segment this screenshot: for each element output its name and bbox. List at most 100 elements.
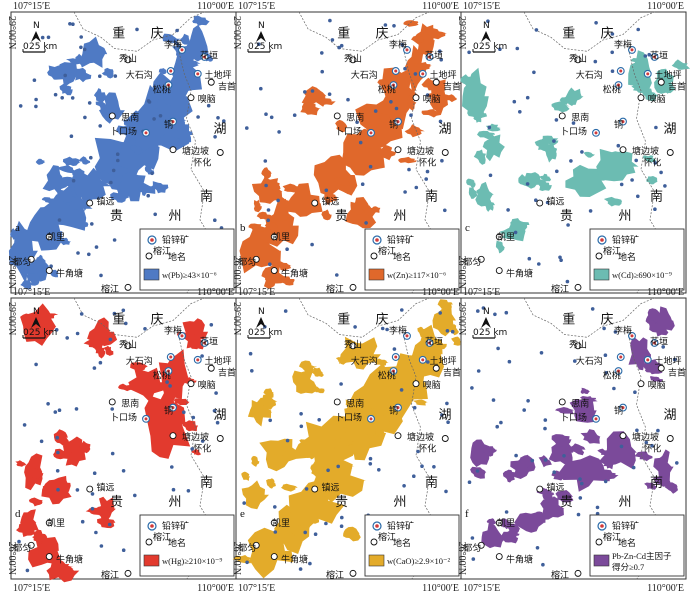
deposit-dot <box>385 327 389 332</box>
deposit-dot <box>25 568 30 573</box>
province-label: 湖 <box>214 408 227 423</box>
deposit-dot <box>82 47 87 52</box>
anomaly-patch <box>288 479 347 528</box>
place-circle-icon <box>187 94 195 102</box>
anomaly-patch <box>664 482 678 494</box>
anomaly-patch <box>565 164 607 197</box>
place-name-songtao: 松桃 <box>603 369 621 381</box>
deposit-dot <box>559 258 563 263</box>
anomaly-patch <box>565 96 576 106</box>
coord-top-right: 110°00′E <box>422 1 459 12</box>
deposit-dot <box>400 43 405 47</box>
province-boundary <box>73 297 205 338</box>
place-name-rongjiang: 榕江 <box>101 569 119 581</box>
deposit-dot <box>190 447 194 451</box>
place-circle-icon <box>124 569 132 577</box>
place-marker-tudiping: 土地坪 <box>643 355 682 367</box>
deposit-symbol-core-icon <box>203 341 206 345</box>
anomaly-patch <box>404 124 425 138</box>
place-marker-tong: 铜 <box>164 403 177 416</box>
place-name-niujiaotang: 牛角塘 <box>281 553 308 565</box>
legend-place-label: 地名 <box>618 251 636 263</box>
deposit-symbol-core-icon <box>396 406 400 410</box>
province-label: 南 <box>425 188 438 204</box>
deposit-dot <box>49 264 53 269</box>
anomaly-patch <box>292 368 319 394</box>
legend-anomaly-label: w(Pb)≥43×10⁻⁶ <box>162 270 217 280</box>
deposit-dot <box>46 35 51 40</box>
deposit-dot <box>471 557 476 561</box>
deposit-dot <box>569 159 573 163</box>
deposit-dot <box>446 420 450 425</box>
deposit-dot <box>34 104 38 109</box>
place-circle-icon <box>574 342 582 350</box>
place-circle-icon <box>207 364 215 372</box>
anomaly-patch <box>596 148 639 182</box>
deposit-dot <box>112 311 117 316</box>
place-name-sinan: 思南 <box>121 111 139 123</box>
place-marker-duyun: 都匀 <box>13 541 35 554</box>
deposit-symbol-core-icon <box>617 83 620 87</box>
legend-anomaly-label: w(Hg)≥210×10⁻⁹ <box>162 556 222 566</box>
anomaly-patch <box>403 20 419 27</box>
place-circle-icon <box>349 342 357 350</box>
deposit-dot <box>443 208 447 213</box>
coord-top-left: 107°15′E <box>238 1 275 12</box>
place-marker-tong: 铜 <box>614 117 627 130</box>
anomaly-patch <box>117 171 156 202</box>
deposit-dot <box>571 121 576 125</box>
anomaly-patch <box>580 387 590 394</box>
deposit-symbol-core-icon <box>394 69 398 73</box>
deposit-dot <box>565 279 570 284</box>
anomaly-patch <box>470 439 490 467</box>
anomaly-patch <box>42 165 69 195</box>
place-marker-jishou: 吉首 <box>432 364 461 378</box>
province-label: 南 <box>650 474 663 490</box>
deposit-dots <box>467 306 679 567</box>
place-name-tangbianpo: 塘边坡 <box>182 145 209 157</box>
place-name-limei: 李梅 <box>614 38 632 50</box>
deposit-dot <box>39 439 44 444</box>
province-label: 庆 <box>376 26 389 41</box>
anomaly-patch <box>33 530 48 543</box>
deposit-dot <box>153 212 157 217</box>
anomaly-patch <box>241 471 250 481</box>
province-label: 南 <box>425 474 438 490</box>
place-marker-dashigou: 大石沟 <box>351 353 400 367</box>
deposit-dot <box>444 489 448 494</box>
coord-top-left: 107°15′E <box>13 1 50 12</box>
place-name-zhenyuan: 镇远 <box>322 196 340 208</box>
anomaly-patch <box>597 448 611 456</box>
anomaly-patch <box>634 62 644 76</box>
place-circle-icon <box>637 94 645 102</box>
deposit-symbol-core-icon <box>369 417 373 421</box>
deposit-symbol-core-icon <box>621 120 625 124</box>
scale-bar: 0 25 km <box>247 42 282 53</box>
deposit-symbol-core-icon <box>169 69 173 73</box>
place-circle-icon <box>252 541 260 549</box>
anomaly-patch <box>374 358 389 366</box>
place-circle-icon <box>124 342 132 350</box>
deposit-dot <box>245 560 249 565</box>
anomaly-patch <box>649 323 669 337</box>
deposit-dot <box>79 45 83 50</box>
place-circle-icon <box>394 146 402 154</box>
deposit-dot <box>94 530 98 535</box>
place-marker-niujiaotang: 牛角塘 <box>270 267 308 279</box>
anomaly-patch <box>249 407 273 417</box>
deposit-dot <box>635 428 639 433</box>
deposit-dot <box>604 371 609 375</box>
province-boundary <box>298 11 430 52</box>
place-name-xiakouchang: 卜口场 <box>560 412 587 423</box>
anomaly-patch <box>35 311 59 319</box>
deposit-dot <box>266 218 271 223</box>
scale-label: 25 km <box>29 42 57 52</box>
place-name-sinan: 思南 <box>346 397 364 409</box>
province-boundary <box>73 11 205 52</box>
deposit-dot <box>593 59 598 64</box>
place-circle-icon <box>574 283 582 291</box>
deposit-dot <box>633 390 637 395</box>
